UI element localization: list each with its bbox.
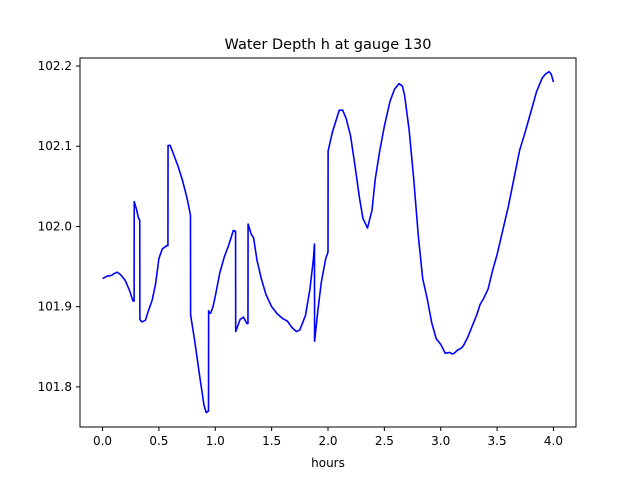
y-tick-label: 101.8 (38, 380, 72, 394)
series-line (102, 70, 555, 414)
x-tick-label: 3.0 (431, 434, 450, 448)
x-tick-label: 1.5 (262, 434, 281, 448)
chart-title: Water Depth h at gauge 130 (225, 37, 432, 53)
x-tick-label: 4.0 (544, 434, 563, 448)
x-tick-label: 1.0 (206, 434, 225, 448)
x-tick-label: 0.5 (149, 434, 168, 448)
y-tick-label: 101.9 (38, 300, 72, 314)
y-tick-label: 102.2 (38, 59, 72, 73)
x-axis-label: hours (311, 456, 345, 470)
x-tick-label: 2.0 (318, 434, 337, 448)
x-tick-label: 3.5 (488, 434, 507, 448)
x-axis: 0.0 0.5 1.0 1.5 2.0 2.5 3.0 3.5 4.0 (93, 427, 563, 448)
series-layer (102, 70, 555, 414)
x-tick-label: 2.5 (375, 434, 394, 448)
y-tick-label: 102.0 (38, 219, 72, 233)
y-tick-label: 102.1 (38, 139, 72, 153)
y-axis: 101.8 101.9 102.0 102.1 102.2 (38, 59, 80, 394)
x-tick-label: 0.0 (93, 434, 112, 448)
